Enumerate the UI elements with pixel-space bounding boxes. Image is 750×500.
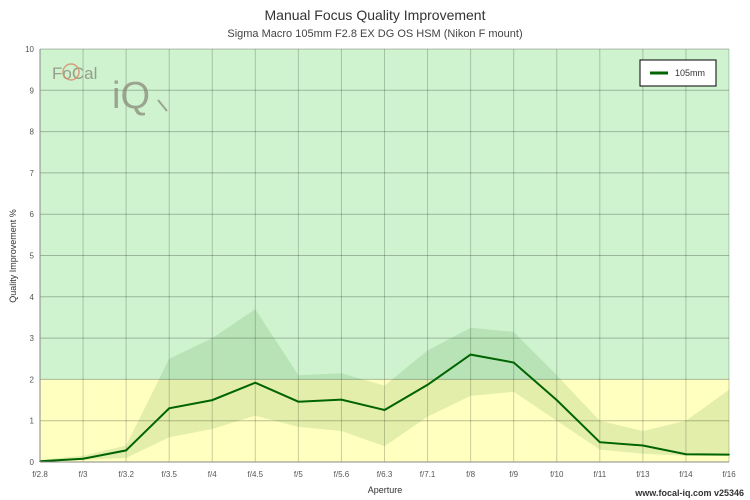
x-tick-label: f/5 (294, 470, 303, 479)
chart-subtitle: Sigma Macro 105mm F2.8 EX DG OS HSM (Nik… (227, 28, 523, 40)
x-tick-label: f/9 (509, 470, 518, 479)
legend: 105mm (639, 59, 717, 87)
data-point-0-7 (340, 398, 343, 401)
x-tick-label: f/16 (722, 470, 736, 479)
y-tick-label: 0 (30, 458, 35, 467)
data-point-0-5 (254, 381, 257, 384)
focal-iq-logo: FoCal iQ (52, 63, 168, 117)
legend-label-105mm: 105mm (675, 68, 705, 78)
y-tick-label: 6 (30, 210, 35, 219)
y-tick-label: 2 (30, 375, 35, 384)
x-tick-label: f/4.5 (248, 470, 264, 479)
data-point-0-13 (599, 441, 601, 443)
x-tick-label: f/13 (636, 470, 650, 479)
data-point-0-15 (685, 453, 687, 455)
x-axis-title: Aperture (368, 485, 403, 495)
y-tick-label: 4 (30, 293, 35, 302)
x-tick-label: f/5.6 (334, 470, 350, 479)
data-point-0-3 (168, 407, 170, 410)
y-tick-label: 9 (30, 86, 35, 95)
data-point-0-16 (728, 453, 730, 456)
data-point-0-12 (555, 399, 558, 401)
logo-text-top: FoCal (52, 64, 97, 83)
y-tick-label: 1 (30, 417, 35, 426)
y-tick-label: 7 (30, 169, 35, 178)
data-point-0-4 (211, 399, 214, 401)
x-tick-label: f/7.1 (420, 470, 436, 479)
footer-url: www.focal-iq.com v25346 (635, 488, 744, 498)
y-tick-label: 8 (30, 128, 35, 137)
data-point-0-8 (383, 409, 386, 411)
x-tick-label: f/6.3 (377, 470, 393, 479)
x-tick-label: f/11 (593, 470, 606, 479)
data-point-0-11 (512, 361, 515, 364)
data-point-0-14 (642, 444, 644, 447)
x-tick-label: f/3.5 (161, 470, 177, 479)
x-tick-label: f/3 (79, 470, 88, 479)
data-point-0-1 (82, 457, 84, 460)
y-tick-label: 3 (30, 334, 35, 343)
zone-0 (40, 379, 729, 462)
y-axis-title: Quality Improvement % (8, 209, 18, 303)
zone-1 (40, 49, 729, 380)
series-band-0 (40, 309, 729, 462)
x-tick-label: f/8 (466, 470, 475, 479)
x-tick-label: f/4 (208, 470, 217, 479)
data-point-0-9 (426, 383, 429, 386)
x-tick-label: f/10 (550, 470, 564, 479)
x-tick-label: f/3.2 (118, 470, 134, 479)
chart-title: Manual Focus Quality Improvement (264, 7, 486, 23)
logo-text-bottom: iQ (112, 75, 150, 117)
x-tick-label: f/14 (679, 470, 693, 479)
data-point-0-6 (297, 400, 300, 403)
data-point-0-2 (125, 449, 127, 452)
x-tick-label: f/2.8 (32, 470, 48, 479)
y-tick-label: 10 (25, 45, 34, 54)
data-point-0-10 (469, 353, 472, 356)
y-tick-label: 5 (30, 252, 35, 261)
